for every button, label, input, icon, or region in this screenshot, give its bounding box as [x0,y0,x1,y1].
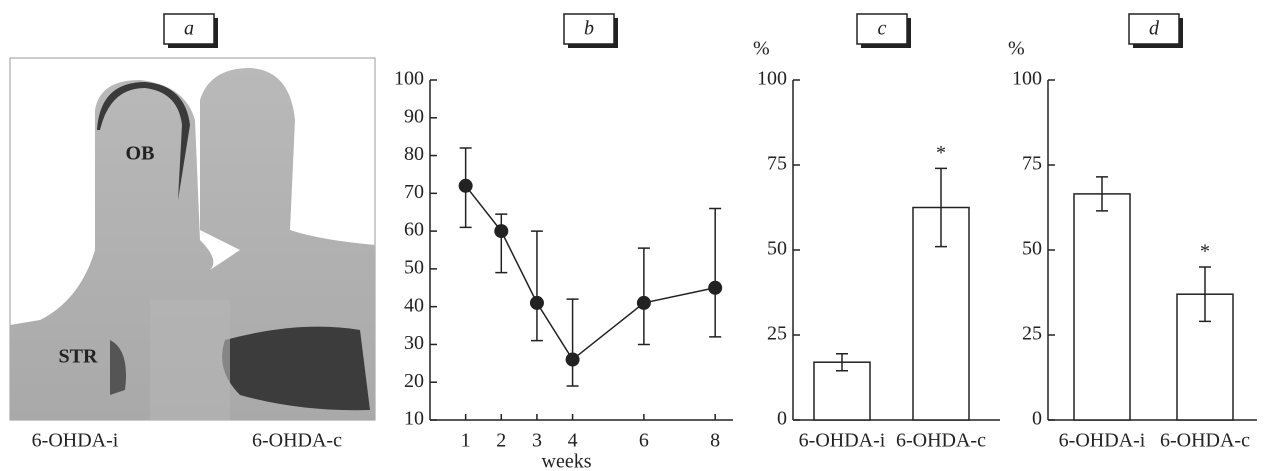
y-tick-label: 100 [757,68,787,90]
brain-image [9,57,376,421]
data-point [494,224,509,239]
x-axis-label: weeks [542,451,592,471]
y-tick-label: 50 [404,256,424,278]
panel-label: a [184,18,194,40]
bar [1073,193,1131,421]
y-axis-label: % [1008,38,1025,60]
data-point [458,178,473,193]
panel-label: b [584,18,594,40]
y-tick-label: 40 [404,294,424,316]
error-bar [566,298,579,387]
x-tick-label: 6-OHDA-i [1059,430,1146,452]
x-tick-label: 6-OHDA-c [1160,430,1250,452]
panel-label-box [856,13,908,45]
data-line [465,185,716,361]
y-tick-label: 0 [777,408,787,430]
data-point [565,352,580,367]
error-bar [1096,176,1108,212]
x-tick-label: 8 [710,430,720,452]
y-tick-label: 75 [1022,153,1042,175]
error-bar [836,352,848,372]
error-bar [935,167,947,248]
x-tick-label: 2 [496,430,506,452]
significance-marker: * [1200,241,1210,263]
y-tick-label: 0 [1032,408,1042,430]
y-tick-label: 25 [1022,323,1042,345]
error-bar [1199,266,1211,323]
x-tick-label: 6-OHDA-i [799,430,886,452]
y-tick-label: 50 [1022,238,1042,260]
y-tick-label: 25 [767,323,787,345]
y-tick-label: 70 [404,181,424,203]
y-tick-label: 100 [394,68,424,90]
x-tick-label: 3 [532,430,542,452]
y-tick-label: 30 [404,332,424,354]
y-tick-label: 20 [404,370,424,392]
region-label: STR [59,346,98,368]
panel-label-box [563,13,615,45]
x-tick-label: 6 [639,430,649,452]
panel-label: d [1149,18,1160,40]
x-tick-label: 1 [461,430,471,452]
data-point [708,280,723,295]
panel-label-box [1128,13,1180,45]
x-tick-label: 6-OHDA-i [32,430,119,452]
y-tick-label: 100 [1012,68,1042,90]
error-bar [495,213,508,274]
error-bar [709,207,722,338]
y-tick-label: 10 [404,408,424,430]
y-tick-label: 75 [767,153,787,175]
y-tick-label: 60 [404,219,424,241]
y-tick-label: 80 [404,143,424,165]
y-axis-label: % [753,38,770,60]
significance-marker: * [936,142,946,164]
data-point [636,295,651,310]
panel-label-box [163,13,215,45]
y-tick-label: 50 [767,238,787,260]
x-tick-label: 4 [568,430,578,452]
error-bar [530,230,543,342]
x-tick-label: 6-OHDA-c [252,430,342,452]
panel-label: c [878,18,887,40]
y-tick-label: 90 [404,105,424,127]
region-label: OB [126,143,155,165]
data-point [529,295,544,310]
x-tick-label: 6-OHDA-c [896,430,986,452]
